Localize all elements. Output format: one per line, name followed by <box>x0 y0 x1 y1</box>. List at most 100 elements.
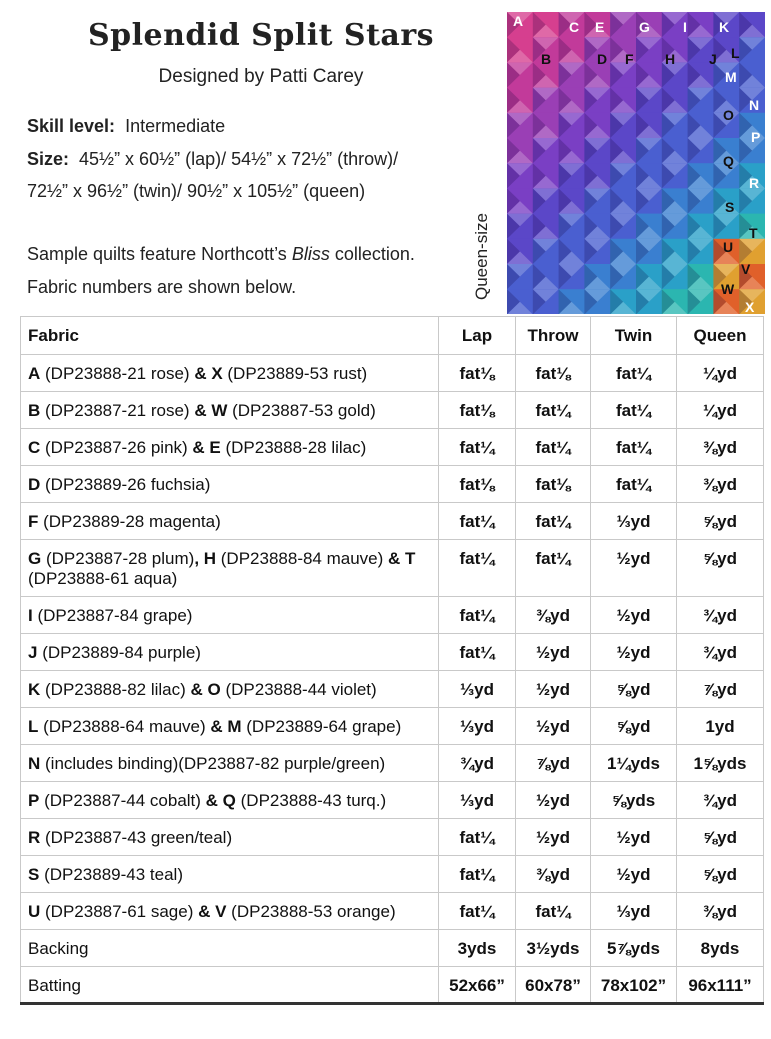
quilt-star-shadow <box>661 188 675 214</box>
amount-lap: fat¼ <box>438 539 516 597</box>
quilt-star-shadow <box>584 12 598 38</box>
quilt-block <box>636 188 663 215</box>
quilt-block <box>713 289 740 314</box>
quilt-star-point <box>584 276 611 290</box>
fabric-description: (DP23888-61 aqua) <box>28 549 421 588</box>
table-row: G (DP23887-28 plum), H (DP23888-84 mauve… <box>20 539 764 597</box>
quilt-letter-label: L <box>731 45 740 61</box>
quilt-star-shadow <box>584 138 598 164</box>
quilt-star-point <box>636 175 662 189</box>
quilt-block <box>610 12 637 38</box>
quilt-star-shadow <box>507 87 520 113</box>
fabric-letter: A <box>28 364 41 383</box>
amount-twin: fat¼ <box>590 428 677 466</box>
fabric-cell: N (includes binding)(DP23887-82 purple/g… <box>20 744 439 782</box>
fabric-letter: & Q <box>205 791 236 810</box>
quilt-block <box>610 62 637 89</box>
table-row: R (DP23887-43 green/teal) fat¼ ½yd ½yd ⅝yd <box>20 818 764 856</box>
quilt-letter-label: K <box>719 19 729 35</box>
amount-throw: ½yd <box>515 633 591 671</box>
quilt-block <box>713 138 740 164</box>
amount-lap: fat¼ <box>438 855 516 893</box>
quilt-star-shadow <box>507 62 520 88</box>
quilt-star-shadow <box>687 289 701 314</box>
quilt-block <box>610 289 637 314</box>
quilt-block <box>584 188 611 215</box>
header-lap: Lap <box>438 316 516 355</box>
quilt-block <box>661 163 689 189</box>
quilt-star-point <box>636 226 662 239</box>
quilt-star-shadow <box>661 213 675 239</box>
quilt-block <box>687 112 714 139</box>
quilt-star-shadow <box>610 87 624 113</box>
quilt-letter-label: T <box>749 225 758 241</box>
quilt-star-point <box>636 37 662 50</box>
header-queen: Queen <box>676 316 764 355</box>
quilt-star-shadow <box>507 188 520 214</box>
quilt-letter-label: D <box>597 51 607 67</box>
quilt-star-shadow <box>713 289 727 314</box>
quilt-block <box>532 163 560 189</box>
quilt-star-point <box>558 150 585 164</box>
quilt-block <box>610 213 637 240</box>
amount-throw: 3½yds <box>515 929 591 967</box>
amount-queen: ⅜yd <box>676 465 764 503</box>
fabric-cell: R (DP23887-43 green/teal) <box>20 818 439 856</box>
quilt-letter-label: Q <box>723 153 734 169</box>
fabric-description: (DP23888-44 violet) <box>220 680 377 699</box>
fabric-letter: & E <box>192 438 221 457</box>
fabric-description: (DP23888-82 lilac) <box>40 680 191 699</box>
quilt-block <box>584 213 611 240</box>
amount-queen: ¾yd <box>676 633 764 671</box>
fabric-description: (DP23888-43 turq.) <box>235 791 387 810</box>
quilt-star-point <box>532 289 559 302</box>
fabric-description: Backing <box>28 939 89 958</box>
quilt-star-point <box>610 251 636 264</box>
amount-queen: ¾yd <box>676 781 764 819</box>
amount-lap: fat⅛ <box>438 391 516 429</box>
fabric-description: (DP23888-28 lilac) <box>220 438 367 457</box>
quilt-block <box>636 112 663 139</box>
table-row: K (DP23888-82 lilac) & O (DP23888-44 vio… <box>20 670 764 708</box>
quilt-star-shadow <box>610 138 624 164</box>
quilt-star-point <box>507 112 533 126</box>
table-header-row: Fabric Lap Throw Twin Queen <box>20 316 764 355</box>
size-values-1: 45½” x 60½” (lap)/ 54½” x 72½” (throw)/ <box>79 149 399 169</box>
quilt-star-shadow <box>636 62 649 88</box>
quilt-letter-label: S <box>725 199 734 215</box>
quilt-star-shadow <box>661 87 675 113</box>
skill-level-label: Skill level: <box>27 116 116 136</box>
quilt-block <box>661 188 689 215</box>
quilt-star-point <box>558 49 585 63</box>
amount-lap: ⅓yd <box>438 781 516 819</box>
quilt-block <box>584 37 611 63</box>
quilt-block <box>532 188 560 215</box>
fabric-cell: C (DP23887-26 pink) & E (DP23888-28 lila… <box>20 428 439 466</box>
fabric-letter: & X <box>194 364 223 383</box>
quilt-star-shadow <box>532 213 546 239</box>
quilt-star-point <box>610 213 636 227</box>
amount-throw: fat¼ <box>515 428 591 466</box>
quilt-star-point <box>739 175 765 189</box>
amount-throw: fat¼ <box>515 502 591 540</box>
table-row: J (DP23889-84 purple) fat¼ ½yd ½yd ¾yd <box>20 633 764 671</box>
quilt-block <box>558 87 585 114</box>
quilt-star-point <box>661 150 688 164</box>
amount-twin: 5⅞yds <box>590 929 677 967</box>
quilt-star-point <box>636 75 662 88</box>
quilt-star-point <box>584 24 611 38</box>
amount-queen: 8yds <box>676 929 764 967</box>
quilt-star-shadow <box>661 289 675 314</box>
amount-lap: 3yds <box>438 929 516 967</box>
quilt-star-shadow <box>713 163 727 189</box>
quilt-block <box>610 138 637 164</box>
quilt-star-point <box>661 201 688 214</box>
quilt-star-shadow <box>610 12 624 38</box>
quilt-block <box>636 12 663 38</box>
amount-queen: ¼yd <box>676 391 764 429</box>
quilt-star-shadow <box>558 12 572 38</box>
fabric-description: Batting <box>28 976 81 995</box>
quilt-block <box>661 289 689 314</box>
quilt-star-point <box>532 138 559 151</box>
fabric-cell: J (DP23889-84 purple) <box>20 633 439 671</box>
